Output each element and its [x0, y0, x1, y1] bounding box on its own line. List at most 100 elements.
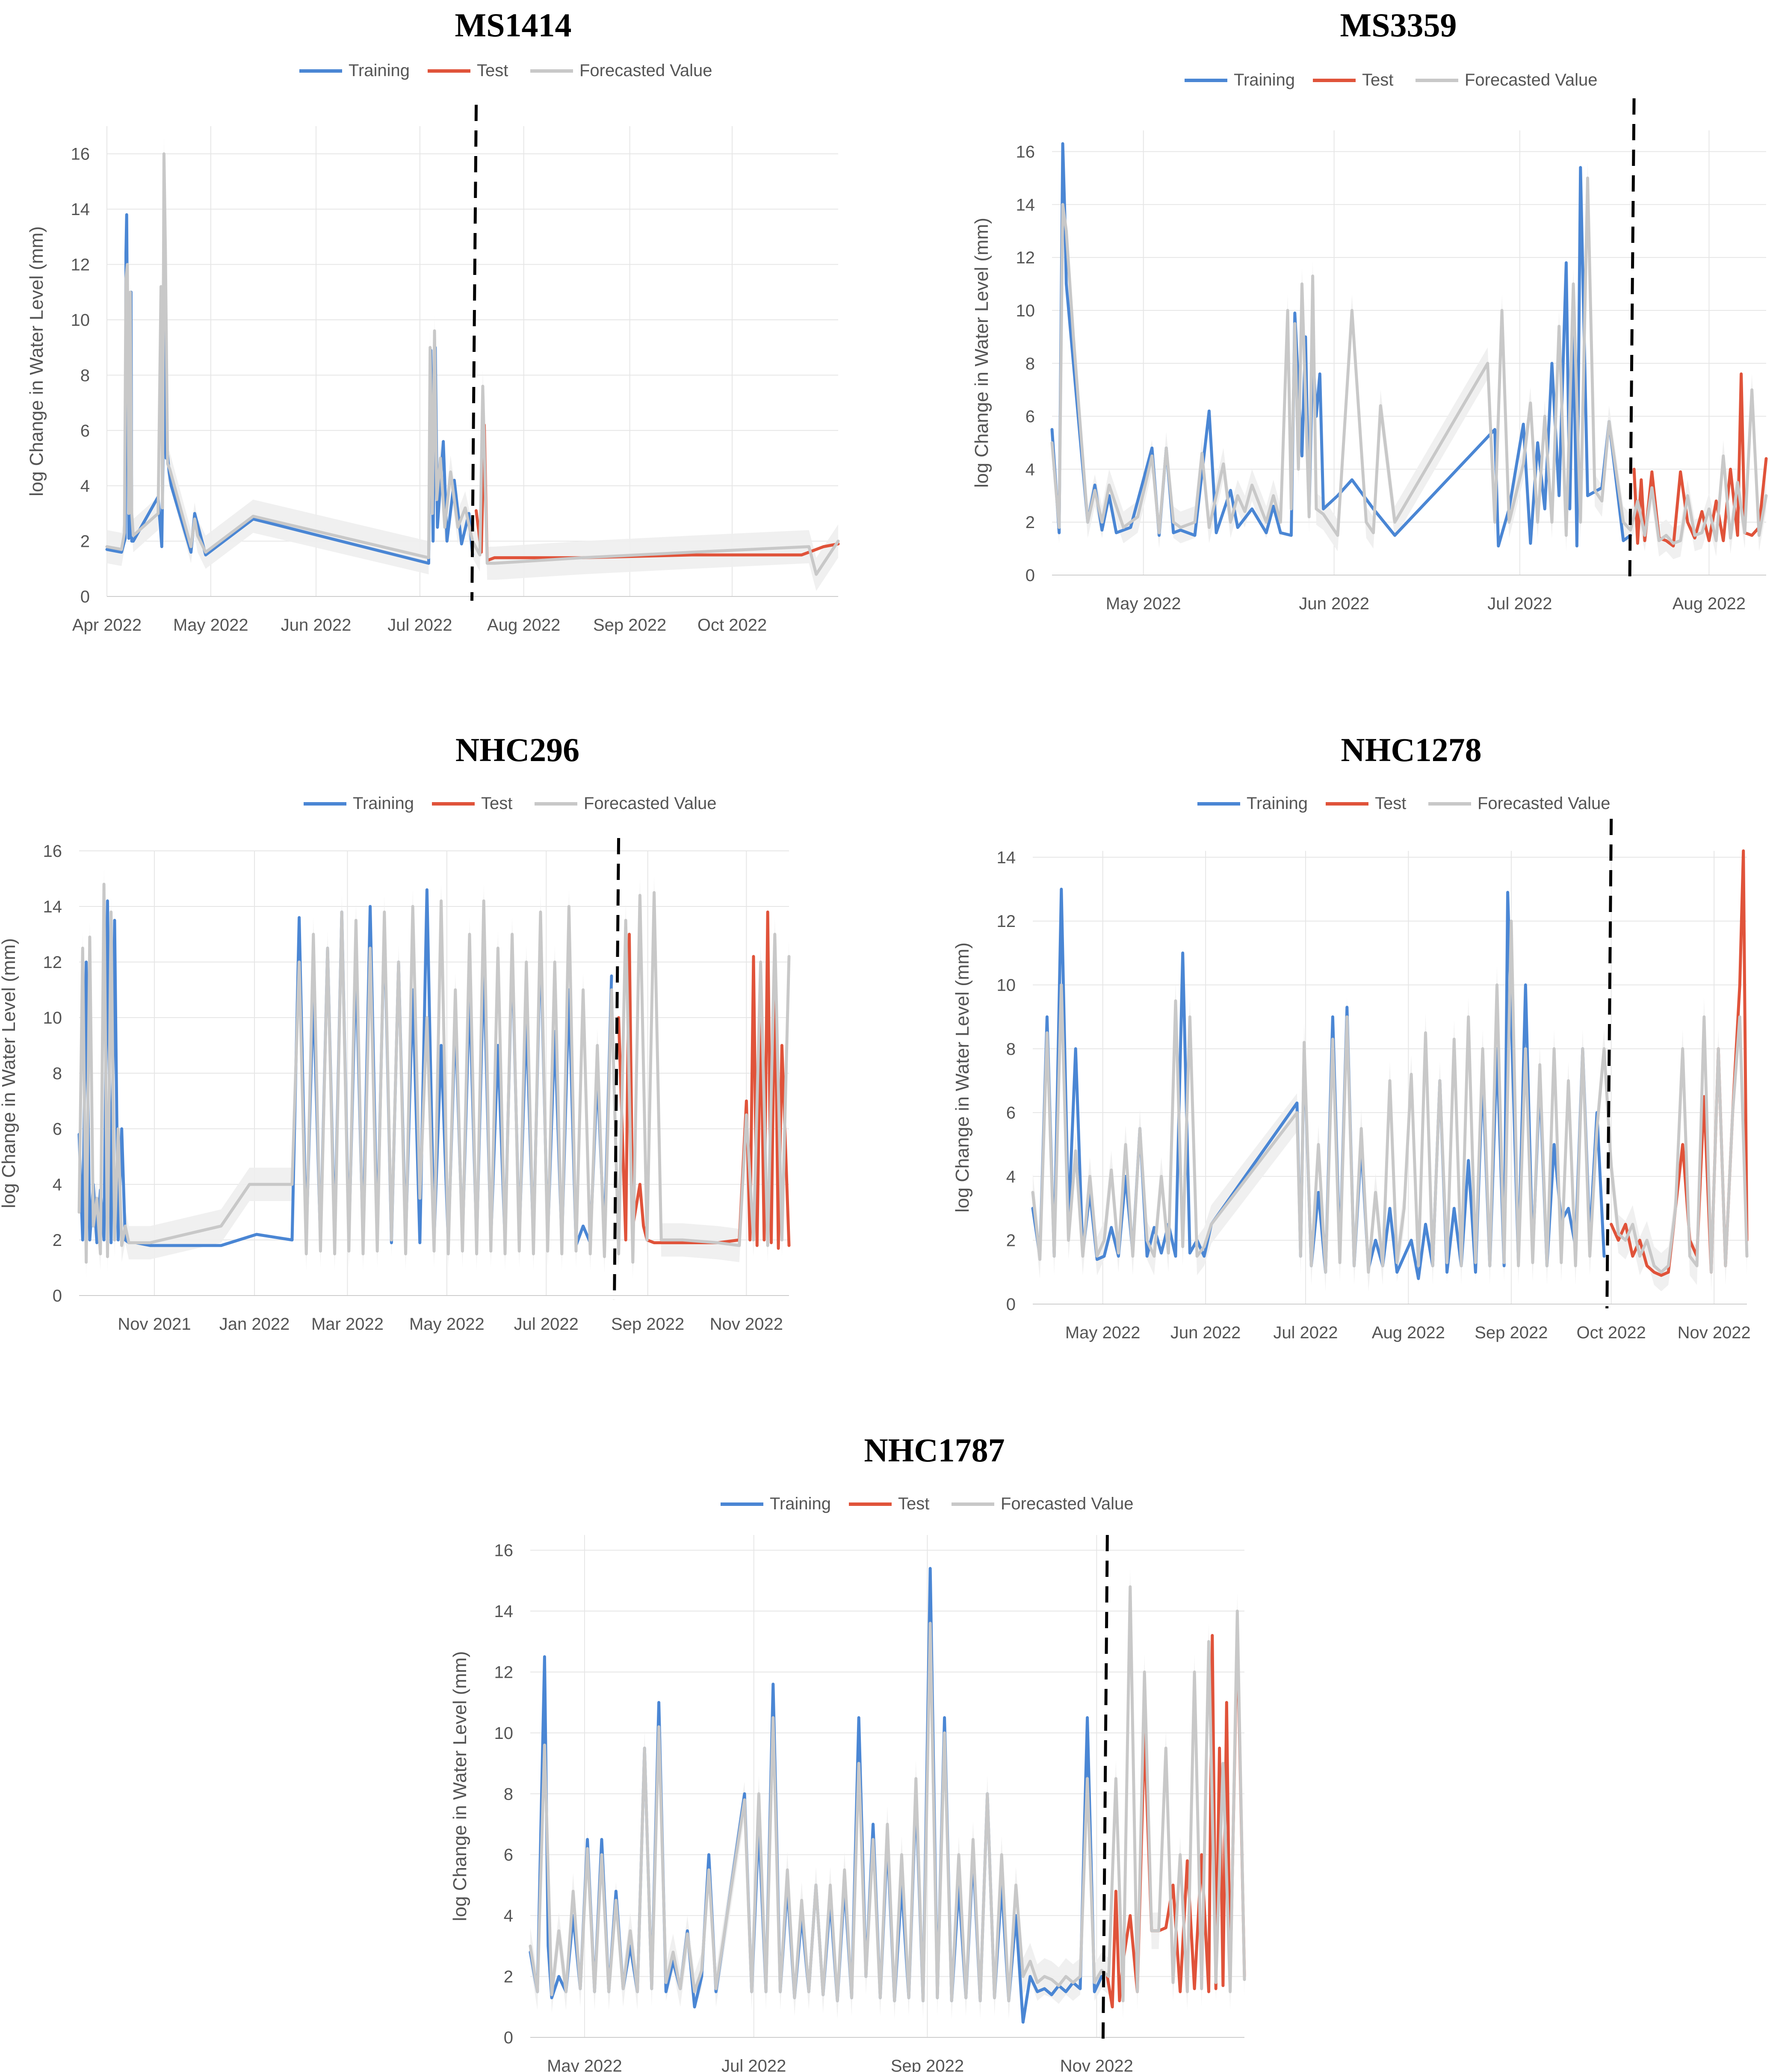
- chart-legend: Training Test Forecasted Value: [299, 61, 712, 80]
- x-tick-label: Jan 2022: [219, 1315, 290, 1334]
- y-tick-label: 12: [997, 912, 1016, 931]
- y-tick-label: 6: [80, 422, 90, 440]
- y-axis: 0 2 4 6 8 10 12 14 16: [71, 145, 838, 606]
- x-tick-label: Nov 2021: [118, 1315, 191, 1334]
- x-tick-label: Jun 2022: [1299, 594, 1369, 613]
- forecast-confidence-band: [107, 137, 838, 591]
- y-tick-label: 12: [71, 256, 90, 274]
- y-axis-label: log Change in Water Level (mm): [449, 1651, 470, 1921]
- legend-label-training: Training: [353, 794, 414, 813]
- chart-nhc296: NHC296 Training Test Forecasted Value 0 2 4 6 8 1…: [0, 731, 791, 1334]
- chart-title: NHC1787: [864, 1432, 1005, 1469]
- training-series-line: [1050, 142, 1632, 548]
- train-test-split-line: [1101, 1535, 1109, 2042]
- legend-label-forecast: Forecasted Value: [1465, 71, 1598, 89]
- chart-ms3359: MS3359 Training Test Forecasted Value 0 2 4 6 8 1…: [971, 6, 1768, 613]
- y-axis-label: log Change in Water Level (mm): [26, 226, 47, 496]
- y-tick-label: 8: [53, 1064, 62, 1083]
- legend-label-forecast: Forecasted Value: [584, 794, 717, 813]
- x-tick-label: Sep 2022: [593, 616, 666, 635]
- y-axis-label: log Change in Water Level (mm): [971, 218, 992, 488]
- plot-area: [529, 1567, 1246, 2024]
- legend-label-training: Training: [349, 61, 410, 80]
- y-tick-label: 8: [80, 366, 90, 385]
- plot-area: [1050, 142, 1768, 559]
- legend-label-forecast: Forecasted Value: [1001, 1494, 1134, 1513]
- y-tick-label: 10: [1016, 301, 1035, 320]
- x-tick-label: Jun 2022: [1170, 1323, 1241, 1342]
- legend-label-training: Training: [1247, 794, 1308, 813]
- y-tick-label: 4: [1025, 460, 1035, 479]
- x-axis: Apr 2022 May 2022 Jun 2022 Jul 2022 Aug 2022…: [72, 126, 838, 635]
- y-tick-label: 12: [43, 953, 62, 972]
- train-test-split-line: [1605, 818, 1613, 1309]
- y-tick-label: 10: [494, 1724, 514, 1743]
- x-tick-label: Aug 2022: [487, 616, 560, 635]
- x-tick-label: Oct 2022: [1577, 1323, 1646, 1342]
- y-tick-label: 8: [1025, 354, 1035, 373]
- y-tick-label: 6: [53, 1120, 62, 1139]
- y-tick-label: 16: [43, 842, 62, 861]
- y-tick-label: 4: [53, 1175, 62, 1194]
- x-tick-label: Jul 2022: [721, 2057, 786, 2072]
- y-tick-label: 16: [494, 1541, 514, 1560]
- training-series-line: [529, 1567, 1103, 2024]
- legend-label-test: Test: [1375, 794, 1406, 813]
- chart-legend: Training Test Forecasted Value: [721, 1494, 1134, 1513]
- x-tick-label: May 2022: [547, 2057, 622, 2072]
- y-tick-label: 0: [504, 2028, 513, 2047]
- legend-label-test: Test: [481, 794, 512, 813]
- train-test-split-line: [1628, 98, 1636, 580]
- x-tick-label: Jul 2022: [1273, 1323, 1338, 1342]
- y-tick-label: 6: [1025, 407, 1035, 426]
- y-tick-label: 16: [71, 145, 90, 164]
- chart-title: NHC1278: [1341, 731, 1481, 768]
- y-tick-label: 12: [1016, 248, 1035, 267]
- y-tick-label: 2: [80, 532, 90, 551]
- x-tick-label: May 2022: [409, 1315, 485, 1334]
- legend-label-forecast: Forecasted Value: [579, 61, 712, 80]
- x-tick-label: Mar 2022: [311, 1315, 384, 1334]
- forecast-confidence-band: [1052, 162, 1766, 559]
- chart-ms1414: MS1414 Training Test Forecasted Value 0 2 4 6 8 1…: [26, 6, 840, 635]
- legend-label-forecast: Forecasted Value: [1478, 794, 1611, 813]
- chart-legend: Training Test Forecasted Value: [1185, 71, 1598, 89]
- y-tick-label: 0: [1025, 566, 1035, 585]
- test-series-line: [617, 910, 791, 1250]
- y-tick-label: 10: [997, 976, 1016, 995]
- x-tick-label: Jul 2022: [1487, 594, 1552, 613]
- y-axis: 0 2 4 6 8 10 12 14 16: [494, 1541, 1244, 2047]
- x-tick-label: Nov 2022: [710, 1315, 783, 1334]
- x-axis: May 2022 Jun 2022 Jul 2022 Aug 2022: [1052, 130, 1766, 613]
- x-tick-label: Apr 2022: [72, 616, 142, 635]
- x-tick-label: Aug 2022: [1372, 1323, 1445, 1342]
- chart-legend: Training Test Forecasted Value: [1197, 794, 1611, 813]
- x-tick-label: May 2022: [173, 616, 248, 635]
- y-axis-label: log Change in Water Level (mm): [0, 938, 19, 1208]
- y-tick-label: 10: [71, 311, 90, 330]
- y-tick-label: 4: [504, 1907, 513, 1925]
- chart-legend: Training Test Forecasted Value: [304, 794, 717, 813]
- y-tick-label: 2: [1025, 513, 1035, 532]
- train-test-split-line: [470, 104, 478, 601]
- x-tick-label: Sep 2022: [611, 1315, 684, 1334]
- x-tick-label: Jul 2022: [514, 1315, 579, 1334]
- x-tick-label: May 2022: [1106, 594, 1181, 613]
- y-tick-label: 14: [494, 1602, 514, 1621]
- forecast-confidence-band: [79, 868, 789, 1279]
- x-tick-label: Aug 2022: [1673, 594, 1746, 613]
- forecast-series-line: [77, 883, 791, 1264]
- legend-label-training: Training: [770, 1494, 831, 1513]
- y-tick-label: 16: [1016, 143, 1035, 162]
- legend-label-test: Test: [898, 1494, 929, 1513]
- x-tick-label: Nov 2022: [1060, 2057, 1133, 2072]
- y-tick-label: 6: [1006, 1104, 1016, 1122]
- chart-nhc1278: NHC1278 Training Test Forecasted Value 0 2 4 6 8…: [952, 731, 1751, 1342]
- y-tick-label: 0: [53, 1287, 62, 1305]
- y-tick-label: 14: [1016, 195, 1035, 214]
- forecast-series-line: [1050, 176, 1768, 545]
- x-tick-label: Jun 2022: [281, 616, 352, 635]
- y-tick-label: 2: [1006, 1231, 1016, 1250]
- legend-label-training: Training: [1234, 71, 1295, 89]
